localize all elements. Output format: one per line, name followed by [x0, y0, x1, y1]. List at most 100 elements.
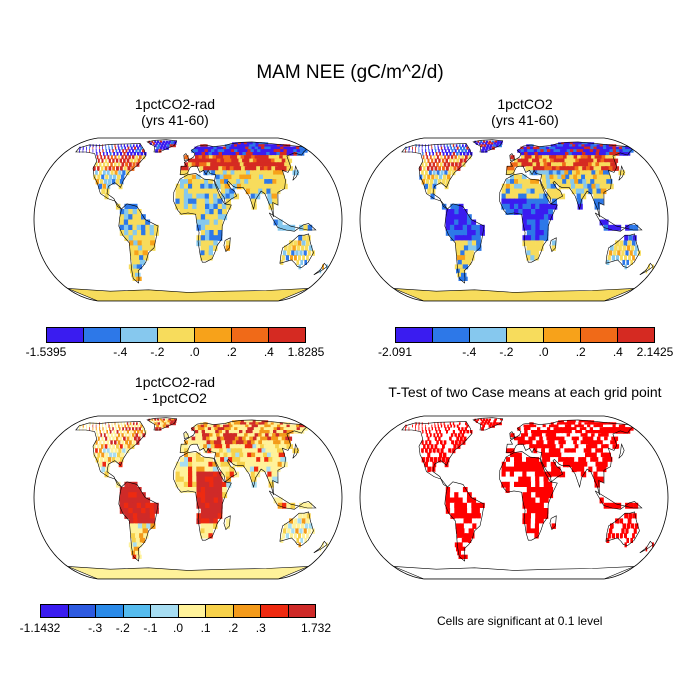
grid-cell [129, 523, 135, 529]
grid-cell [421, 144, 423, 148]
grid-cell [150, 523, 156, 529]
grid-cell [438, 427, 440, 431]
grid-cell [499, 140, 503, 143]
grid-cell [119, 209, 125, 215]
grid-cell [175, 471, 181, 478]
grid-cell [539, 162, 545, 167]
grid-cell [592, 430, 599, 434]
grid-cell [442, 152, 445, 156]
grid-cell [192, 476, 198, 483]
grid-cell [592, 452, 599, 458]
grid-cell [92, 144, 94, 148]
grid-cell [128, 209, 133, 215]
grid-cell [127, 424, 130, 428]
map-panel-4 [359, 415, 669, 580]
grid-cell [457, 444, 461, 449]
grid-cell [573, 440, 579, 445]
grid-cell [532, 158, 537, 163]
grid-cell [456, 152, 459, 156]
grid-cell [526, 198, 532, 205]
grid-cell [415, 144, 417, 148]
grid-cell [221, 193, 227, 200]
grid-cell [428, 144, 429, 148]
grid-cell [221, 162, 227, 167]
grid-cell [421, 170, 424, 176]
grid-cell [121, 162, 125, 167]
grid-cell [483, 418, 486, 421]
colorbar-swatch [507, 328, 544, 342]
grid-cell [118, 427, 121, 431]
grid-cell [526, 179, 531, 185]
grid-cell [492, 144, 496, 148]
grid-cell [117, 144, 119, 148]
grid-cell [202, 440, 208, 445]
grid-cell [625, 502, 630, 509]
coastline-indonesia [594, 490, 643, 510]
grid-cell [596, 188, 603, 195]
grid-cell [571, 424, 578, 428]
grid-cell [560, 149, 566, 153]
grid-cell [247, 174, 253, 180]
grid-cell [143, 533, 149, 539]
grid-cell [560, 448, 566, 454]
grid-cell [457, 433, 461, 438]
grid-cell [532, 162, 538, 167]
grid-cell [108, 422, 110, 426]
grid-cell [279, 433, 286, 438]
grid-cell [155, 149, 158, 153]
grid-cell [254, 466, 260, 473]
grid-cell [240, 457, 246, 463]
grid-cell [217, 476, 223, 483]
grid-cell [245, 436, 252, 441]
grid-cell [481, 420, 484, 423]
grid-cell [257, 149, 264, 153]
grid-cell [233, 444, 239, 449]
grid-cell [243, 440, 250, 445]
grid-cell [125, 162, 128, 167]
grid-cell [219, 170, 225, 176]
grid-cell [545, 448, 551, 454]
grid-cell [249, 144, 256, 148]
grid-cell [522, 487, 528, 493]
grid-cell [558, 142, 564, 145]
grid-cell [480, 144, 483, 148]
grid-cell [99, 162, 102, 167]
grid-cell [270, 452, 277, 458]
coastline-newzealand [639, 540, 654, 554]
grid-cell [551, 162, 557, 167]
grid-cell [209, 209, 215, 215]
grid-cell [570, 155, 576, 160]
grid-cell [463, 513, 469, 519]
grid-cell [192, 466, 197, 473]
grid-cell [233, 433, 240, 438]
grid-cell [244, 179, 250, 185]
grid-cell [188, 476, 193, 483]
grid-cell [418, 422, 420, 426]
grid-cell [204, 457, 209, 463]
grid-cell [157, 422, 160, 426]
grid-cell [138, 427, 141, 431]
grid-cell [459, 436, 463, 441]
grid-cell [199, 444, 205, 449]
grid-cell [539, 198, 545, 205]
grid-cell [254, 424, 261, 428]
grid-cell [232, 183, 239, 190]
grid-cell [204, 245, 210, 251]
grid-cell [464, 155, 468, 160]
grid-cell [448, 170, 452, 176]
grid-cell [529, 424, 535, 428]
grid-cell [486, 422, 490, 426]
grid-cell [279, 155, 286, 160]
grid-cell [554, 440, 561, 445]
grid-cell [239, 162, 246, 167]
grid-cell [529, 146, 535, 150]
grid-cell [213, 245, 218, 251]
grid-cell [130, 546, 136, 552]
grid-cell [269, 170, 276, 176]
grid-cell [625, 427, 634, 431]
grid-cell [209, 158, 215, 163]
grid-cell [141, 230, 147, 236]
grid-cell [522, 209, 528, 215]
grid-cell [277, 219, 283, 226]
grid-cell [466, 430, 469, 434]
